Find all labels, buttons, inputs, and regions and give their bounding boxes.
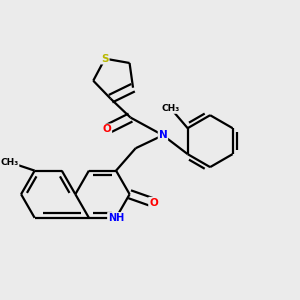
Text: O: O <box>149 198 158 208</box>
Text: CH₃: CH₃ <box>162 104 180 113</box>
Text: NH: NH <box>108 213 124 223</box>
Text: O: O <box>103 124 111 134</box>
Text: S: S <box>101 54 109 64</box>
Text: N: N <box>159 130 167 140</box>
Text: CH₃: CH₃ <box>0 158 19 167</box>
